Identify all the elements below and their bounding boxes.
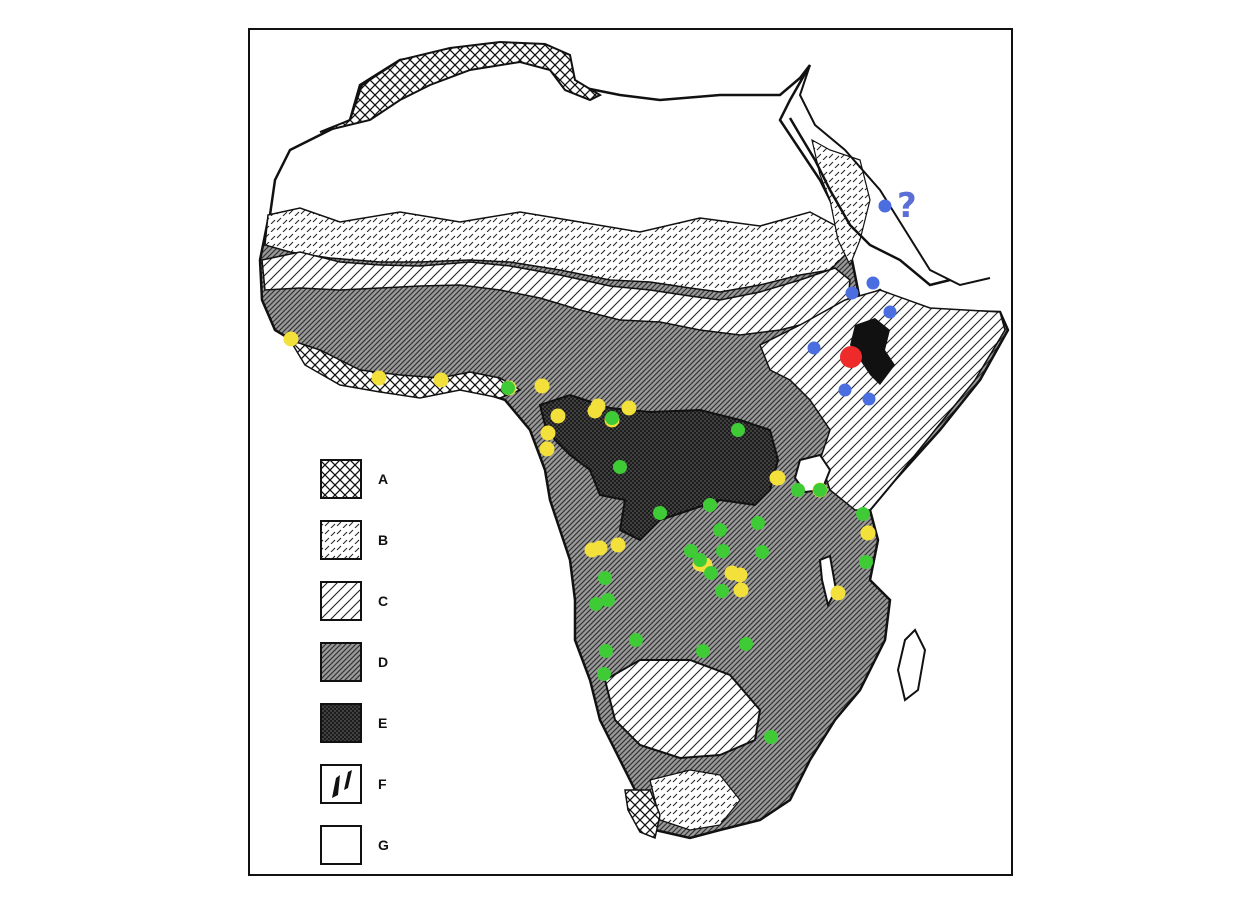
- legend-label-c: C: [378, 593, 389, 609]
- question-mark: ?: [897, 186, 917, 226]
- legend-label-a: A: [378, 471, 389, 487]
- region-c-kalahari: [603, 659, 762, 760]
- region-b-sahel: [264, 207, 846, 293]
- legend-label-e: E: [378, 715, 388, 731]
- red-sea-coast: [788, 117, 951, 287]
- madagascar: [896, 628, 927, 702]
- region-a-north: [319, 40, 603, 133]
- legend-label-b: B: [378, 532, 389, 548]
- legend-label-f: F: [378, 776, 387, 792]
- legend-label-d: D: [378, 654, 389, 670]
- region-c-horn: [759, 289, 1006, 511]
- arabian-coast: [798, 64, 991, 287]
- legend-label-g: G: [378, 837, 389, 853]
- region-f-ethiopia: [850, 318, 895, 385]
- region-b-redsea: [811, 138, 871, 267]
- region-b-south: [649, 769, 741, 831]
- region-a-south: [624, 789, 661, 840]
